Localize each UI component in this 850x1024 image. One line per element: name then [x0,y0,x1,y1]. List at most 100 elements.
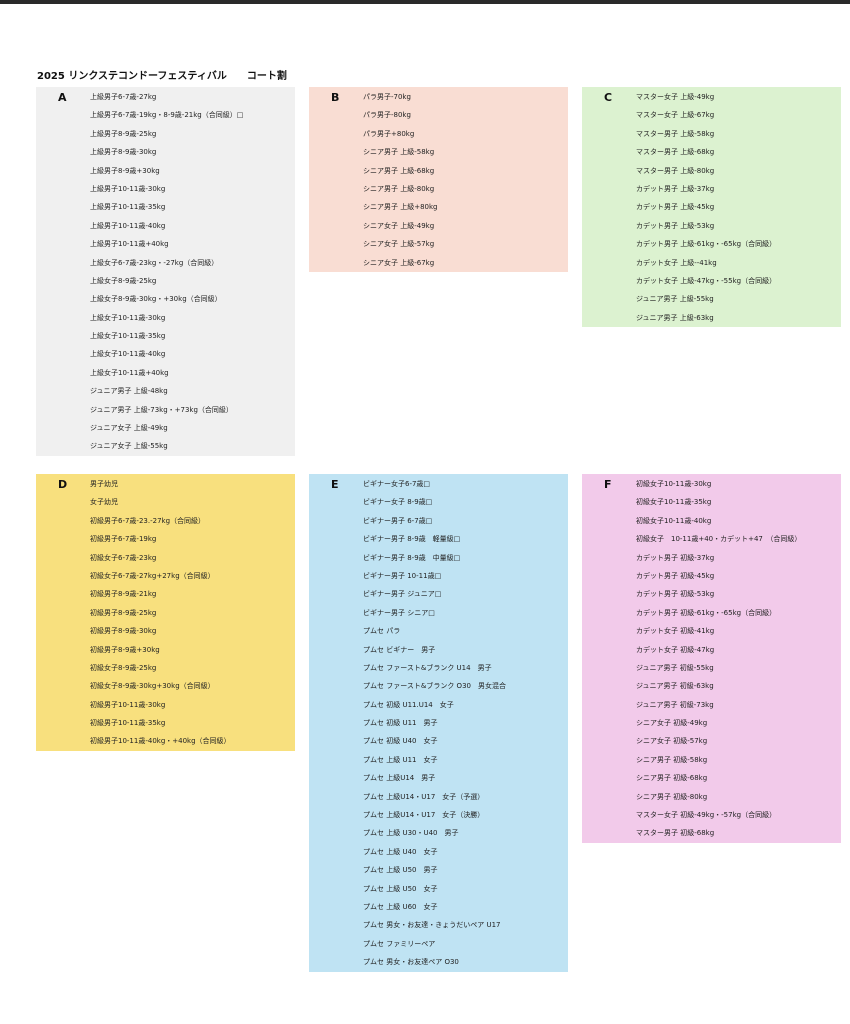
court-f-list: 初級女子10-11歳-30kg 初級女子10-11歳-35kg 初級女子10-11歳… [636,478,801,846]
division-item: ビギナー男子 ジュニア□ [363,590,442,599]
court-b-letter: B [331,91,340,104]
division-item: マスター女子 上級-67kg [636,111,715,120]
division-item: マスター女子 上級-49kg [636,93,715,101]
division-item: 初級女子10-11歳-40kg [636,516,712,525]
division-item: ビギナー男子 8-9歳 中量級□ [363,553,461,562]
division-item: カデット女子 初級-41kg [636,627,715,636]
division-item: プムセ 上級 U30・U40 男子 [363,829,459,838]
division-item: プムセ 初級 U11.U14 女子 [363,700,454,709]
court-b-panel: B パラ男子-70kg パラ男子-80kg パラ男子+80kg シニア男子 上級-58… [309,87,568,272]
division-item: パラ男子+80kg [363,129,415,138]
division-item: ビギナー男子 6-7歳□ [363,516,433,525]
division-item: 上級男子10-11歳-35kg [90,203,166,212]
division-item: ビギナー男子 シニア□ [363,608,435,617]
division-item: シニア男子 上級-68kg [363,166,435,175]
division-item: 初級男子10-11歳-40kg・+40kg（合同級） [90,737,231,746]
division-item: 上級男子8-9歳-25kg [90,129,157,138]
division-item: 上級女子10-11歳-30kg [90,313,166,322]
division-item: シニア女子 上級-49kg [363,221,435,230]
court-d-panel: D 男子幼児 女子幼児 初級男子6-7歳-23.-27kg（合同級） 初級男子6-7歳… [36,474,295,751]
division-item: 初級男子8-9歳-21kg [90,590,157,599]
division-item: 初級女子10-11歳-30kg [636,480,712,488]
division-item: シニア男子 初級-80kg [636,792,708,801]
division-item: 初級女子6-7歳-23kg [90,553,157,562]
division-item: カデット女子 上級--41kg [636,258,717,267]
division-item: ビギナー男子 8-9歳 軽量級□ [363,535,461,544]
division-item: ジュニア男子 初級-73kg [636,700,714,709]
division-item: シニア女子 上級-67kg [363,258,435,267]
court-a-panel: A 上級男子6-7歳-27kg 上級男子6-7歳-19kg・8-9歳-21kg（合… [36,87,295,456]
division-item: 上級女子10-11歳+40kg [90,368,169,377]
division-item: 女子幼児 [90,498,118,507]
division-item: 上級男子8-9歳+30kg [90,166,160,175]
division-item: マスター男子 初級-68kg [636,829,715,838]
division-item: 初級男子10-11歳-35kg [90,719,166,728]
division-item: カデット男子 初級-53kg [636,590,715,599]
division-item: 初級女子8-9歳-30kg+30kg（合同級） [90,682,215,691]
division-item: カデット女子 上級-47kg・-55kg（合同級） [636,276,777,285]
court-c-letter: C [604,91,613,104]
division-item: プムセ 上級U14・U17 女子（決勝） [363,811,485,820]
court-d-letter: D [58,478,68,491]
court-b-list: パラ男子-70kg パラ男子-80kg パラ男子+80kg シニア男子 上級-58kg… [363,91,438,275]
division-item: プムセ 男女・お友達ペア O30 [363,958,459,967]
division-item: ジュニア女子 上級-55kg [90,442,168,451]
division-item: ジュニア男子 初級-55kg [636,663,714,672]
division-item: 初級女子 10-11歳+40・カデット+47 （合同級） [636,535,802,544]
court-f-panel: F 初級女子10-11歳-30kg 初級女子10-11歳-35kg 初級女子10-1… [582,474,841,843]
division-item: 初級男子6-7歳-23.-27kg（合同級） [90,516,206,525]
division-item: シニア男子 上級-80kg [363,184,435,193]
court-d-list: 男子幼児 女子幼児 初級男子6-7歳-23.-27kg（合同級） 初級男子6-7歳-1… [90,478,231,754]
division-item: マスター男子 上級-80kg [636,166,715,175]
division-item: シニア男子 初級-68kg [636,774,708,783]
division-item: ジュニア男子 上級-63kg [636,313,714,322]
division-item: プムセ ファースト&ブランク U14 男子 [363,663,492,672]
division-item: カデット男子 上級-53kg [636,221,715,230]
division-item: 上級男子10-11歳-30kg [90,184,166,193]
division-item: 上級女子8-9歳-25kg [90,276,157,285]
division-item: プムセ 上級U14・U17 女子（予選） [363,792,485,801]
court-c-panel: C マスター女子 上級-49kg マスター女子 上級-67kg マスター男子 上級-… [582,87,841,327]
court-e-letter: E [331,478,339,491]
division-item: 初級女子6-7歳-27kg+27kg（合同級） [90,571,215,580]
division-item: 上級女子10-11歳-40kg [90,350,166,359]
division-item: プムセ ファースト&ブランク O30 男女混合 [363,682,506,691]
division-item: 上級男子10-11歳+40kg [90,240,169,249]
division-item: パラ男子-80kg [363,111,411,120]
division-item: マスター男子 上級-68kg [636,148,715,157]
division-item: シニア女子 上級-57kg [363,240,435,249]
division-item: シニア女子 初級-57kg [636,737,708,746]
division-item: ジュニア女子 上級-49kg [90,424,168,433]
division-item: カデット男子 上級-45kg [636,203,715,212]
division-item: シニア男子 初級-58kg [636,755,708,764]
division-item: 初級男子8-9歳+30kg [90,645,160,654]
division-item: ジュニア男子 上級-55kg [636,295,714,304]
division-item: プムセ 上級 U40 女子 [363,847,438,856]
division-item: プムセ 上級U14 男子 [363,774,436,783]
division-item: プムセ ビギナー 男子 [363,645,436,654]
division-item: プムセ 初級 U40 女子 [363,737,438,746]
court-a-list: 上級男子6-7歳-27kg 上級男子6-7歳-19kg・8-9歳-21kg（合同級… [90,91,243,459]
division-item: パラ男子-70kg [363,93,411,101]
division-item: 初級男子8-9歳-30kg [90,627,157,636]
division-item: カデット男子 上級-37kg [636,184,715,193]
court-a-letter: A [58,91,67,104]
division-item: 上級女子8-9歳-30kg・+30kg（合同級） [90,295,222,304]
division-item: プムセ 男女・お友達・きょうだいペア U17 [363,921,501,930]
division-item: マスター男子 上級-58kg [636,129,715,138]
division-item: シニア男子 上級+80kg [363,203,438,212]
division-item: プムセ 上級 U60 女子 [363,902,438,911]
division-item: ジュニア男子 上級-48kg [90,387,168,396]
division-item: プムセ 上級 U50 女子 [363,884,438,893]
division-item: シニア女子 初級-49kg [636,719,708,728]
division-item: カデット男子 上級-61kg・-65kg（合同級） [636,240,777,249]
division-item: 上級男子6-7歳-19kg・8-9歳-21kg（合同級）□ [90,111,244,120]
division-item: プムセ 上級 U11 女子 [363,755,438,764]
division-item: シニア男子 上級-58kg [363,148,435,157]
division-item: プムセ パラ [363,627,401,636]
division-item: 上級男子8-9歳-30kg [90,148,157,157]
division-item: ビギナー女子 8-9歳□ [363,498,433,507]
division-item: プムセ ファミリーペア [363,939,436,948]
top-border [0,0,850,4]
division-item: カデット女子 初級-47kg [636,645,715,654]
